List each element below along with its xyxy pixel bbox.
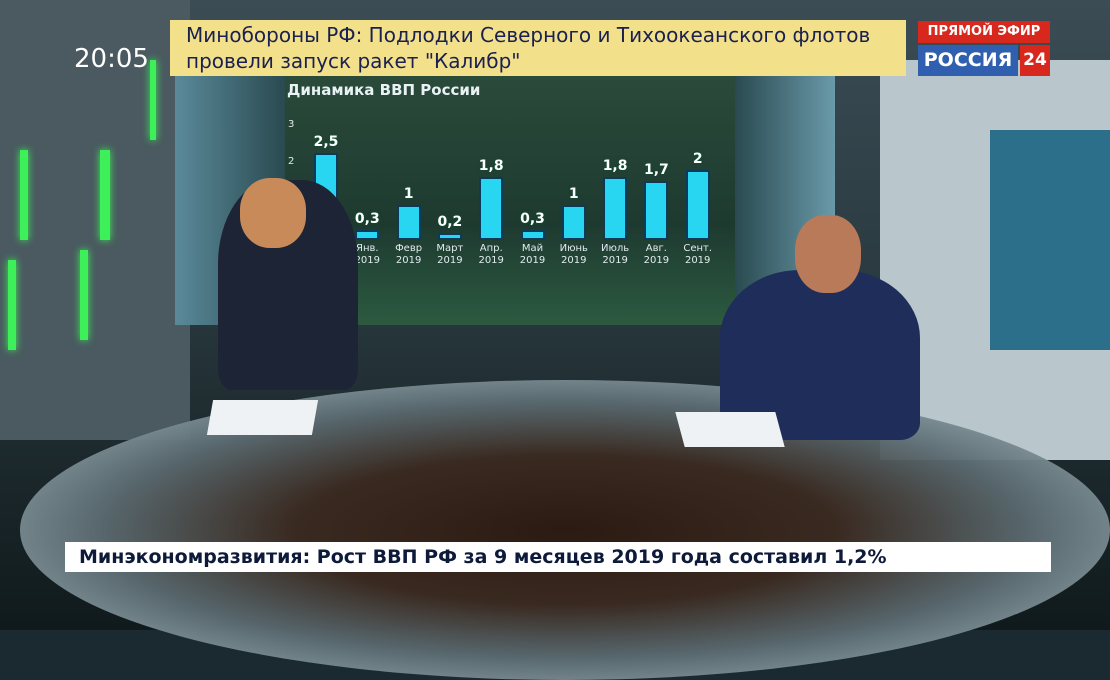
guest-right [720,270,920,440]
x-tick-label: Июль 2019 [601,243,630,266]
neon-light [8,260,16,350]
bar-value-label: 1,7 [643,161,669,178]
bar-value-label: 1,8 [602,158,628,174]
neon-light [20,150,28,240]
x-tick-label: Янв. 2019 [354,243,381,266]
neon-light [80,250,88,340]
paper [206,400,319,435]
bar-value-label: 2,5 [313,133,339,150]
live-badge: ПРЯМОЙ ЭФИР [918,21,1050,43]
chart-bar [396,205,421,240]
channel-logo: РОССИЯ [918,45,1018,76]
x-tick-label: Авг. 2019 [643,243,670,266]
chart-title: Динамика ВВП России [287,81,481,99]
news-ticker: Минэкономразвития: Рост ВВП РФ за 9 меся… [65,542,1051,572]
left-wall [0,0,190,440]
bar-value-label: 1 [568,186,579,202]
clock: 20:05 [74,44,149,74]
guest-head [795,215,861,293]
bar-value-label: 0,3 [354,210,380,227]
chart-bar [644,180,669,240]
channel-number: 24 [1020,45,1050,76]
x-tick-label: Апр. 2019 [478,243,504,266]
glass-table [20,380,1110,680]
chart-bar [479,177,504,240]
chart-bar [685,170,710,240]
bar-value-label: 1 [403,186,414,202]
neon-light [150,60,156,140]
chart-bar [355,229,380,240]
x-tick-label: Июнь 2019 [559,243,588,266]
bar-value-label: 0,3 [520,210,545,227]
host-head [240,178,306,248]
x-tick-label: Сент. 2019 [683,243,713,266]
bar-value-label: 2 [692,151,703,167]
y-tick: 2 [288,156,295,167]
x-tick-label: Февр 2019 [395,243,423,266]
chart-bar [561,205,586,240]
neon-light [100,150,110,240]
y-tick: 3 [288,119,295,130]
chart-bar [520,229,545,240]
chart-bar [437,233,462,240]
bar-value-label: 0,2 [437,214,463,230]
x-tick-label: Май 2019 [519,243,546,266]
x-tick-label: Март 2019 [436,243,464,266]
headline-banner: Минобороны РФ: Подлодки Северного и Тихо… [170,20,906,76]
chart-bar [603,177,628,240]
paper [675,412,785,447]
bar-value-label: 1,8 [478,158,504,174]
studio-window [990,130,1110,350]
